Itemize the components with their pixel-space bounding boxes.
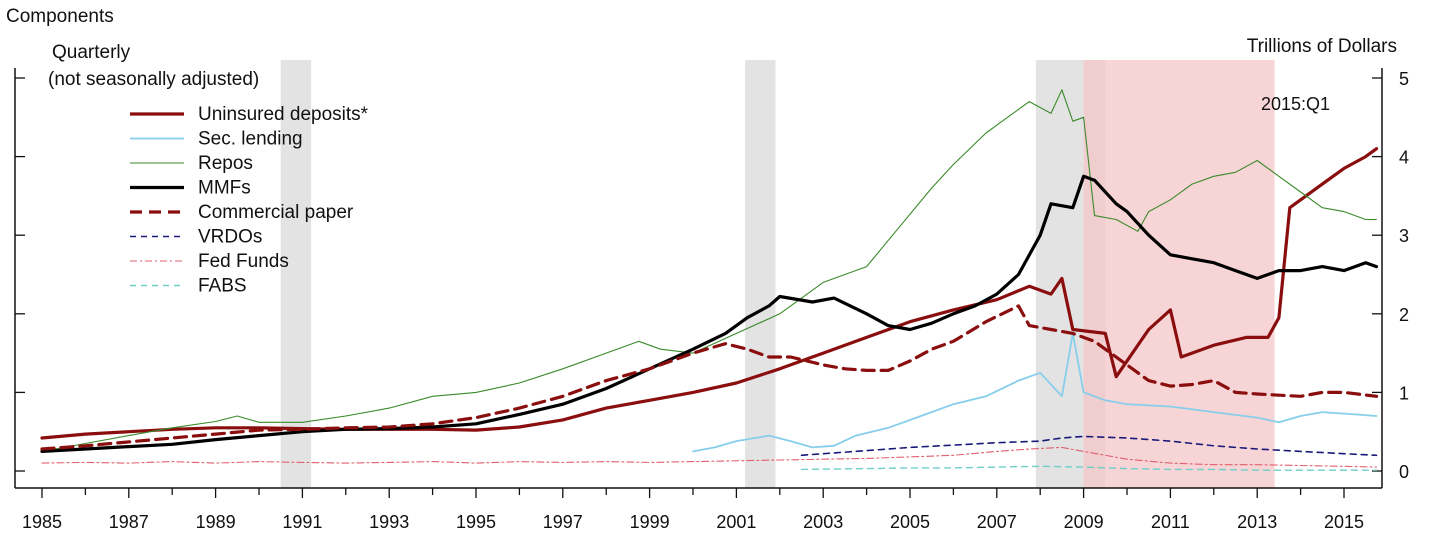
legend-label: Sec. lending <box>198 129 303 150</box>
y-axis-label: Trillions of Dollars <box>1247 36 1397 57</box>
x-tick-label: 2013 <box>1237 512 1277 532</box>
y-tick-label: 3 <box>1399 226 1409 246</box>
annotation-date: 2015:Q1 <box>1261 94 1330 114</box>
y-tick-label: 4 <box>1399 148 1409 168</box>
series-line-repos <box>41 89 1378 452</box>
legend-label: Commercial paper <box>198 202 354 223</box>
chart-title: Components <box>6 6 114 27</box>
x-tick-label: 1987 <box>109 512 149 532</box>
x-tick-label: 1985 <box>22 512 62 532</box>
y-tick-label: 1 <box>1399 383 1409 403</box>
x-tick-label: 2009 <box>1064 512 1104 532</box>
legend: Uninsured deposits* Sec. lending Repos MMFs… <box>130 104 369 297</box>
axes <box>14 68 1383 489</box>
x-tick-label: 1997 <box>543 512 583 532</box>
x-tick-label: 2015 <box>1324 512 1364 532</box>
legend-label: Fed Funds <box>198 251 289 272</box>
series-lines <box>40 89 1379 471</box>
shaded-period-1 <box>745 60 776 488</box>
legend-label: MMFs <box>198 178 251 199</box>
legend-label: VRDOs <box>198 227 262 248</box>
x-tick-label: 2007 <box>977 512 1017 532</box>
x-tick-label: 2011 <box>1151 512 1190 532</box>
x-tick-label: 2005 <box>890 512 930 532</box>
x-tick-label: 1989 <box>196 512 236 532</box>
y-tick-label: 5 <box>1399 69 1409 89</box>
x-tick-label: 2003 <box>803 512 843 532</box>
series-line-sec-lending <box>692 332 1378 453</box>
x-tick-label: 1991 <box>282 512 322 532</box>
legend-label: Uninsured deposits* <box>198 104 369 125</box>
chart-subtitle-line-1: Quarterly <box>52 42 131 63</box>
series-line-commercial-paper <box>40 304 1379 451</box>
chart-subtitle-line-2: (not seasonally adjusted) <box>48 69 259 90</box>
ticks: 1985 1987 1989 1991 1993 1995 1997 1999 2001 2003… <box>15 69 1409 532</box>
x-tick-label: 1993 <box>369 512 409 532</box>
series-line-fabs <box>800 465 1378 471</box>
x-tick-label: 2001 <box>716 512 756 532</box>
x-tick-label: 1999 <box>630 512 670 532</box>
legend-label: FABS <box>198 276 247 297</box>
x-tick-label: 1995 <box>456 512 496 532</box>
shaded-period-0 <box>280 60 312 488</box>
y-tick-label: 2 <box>1399 305 1409 325</box>
y-tick-label: 0 <box>1399 462 1409 482</box>
series-line-vrdos <box>800 435 1378 457</box>
series-line-fed-funds <box>41 446 1378 468</box>
legend-label: Repos <box>198 153 253 174</box>
